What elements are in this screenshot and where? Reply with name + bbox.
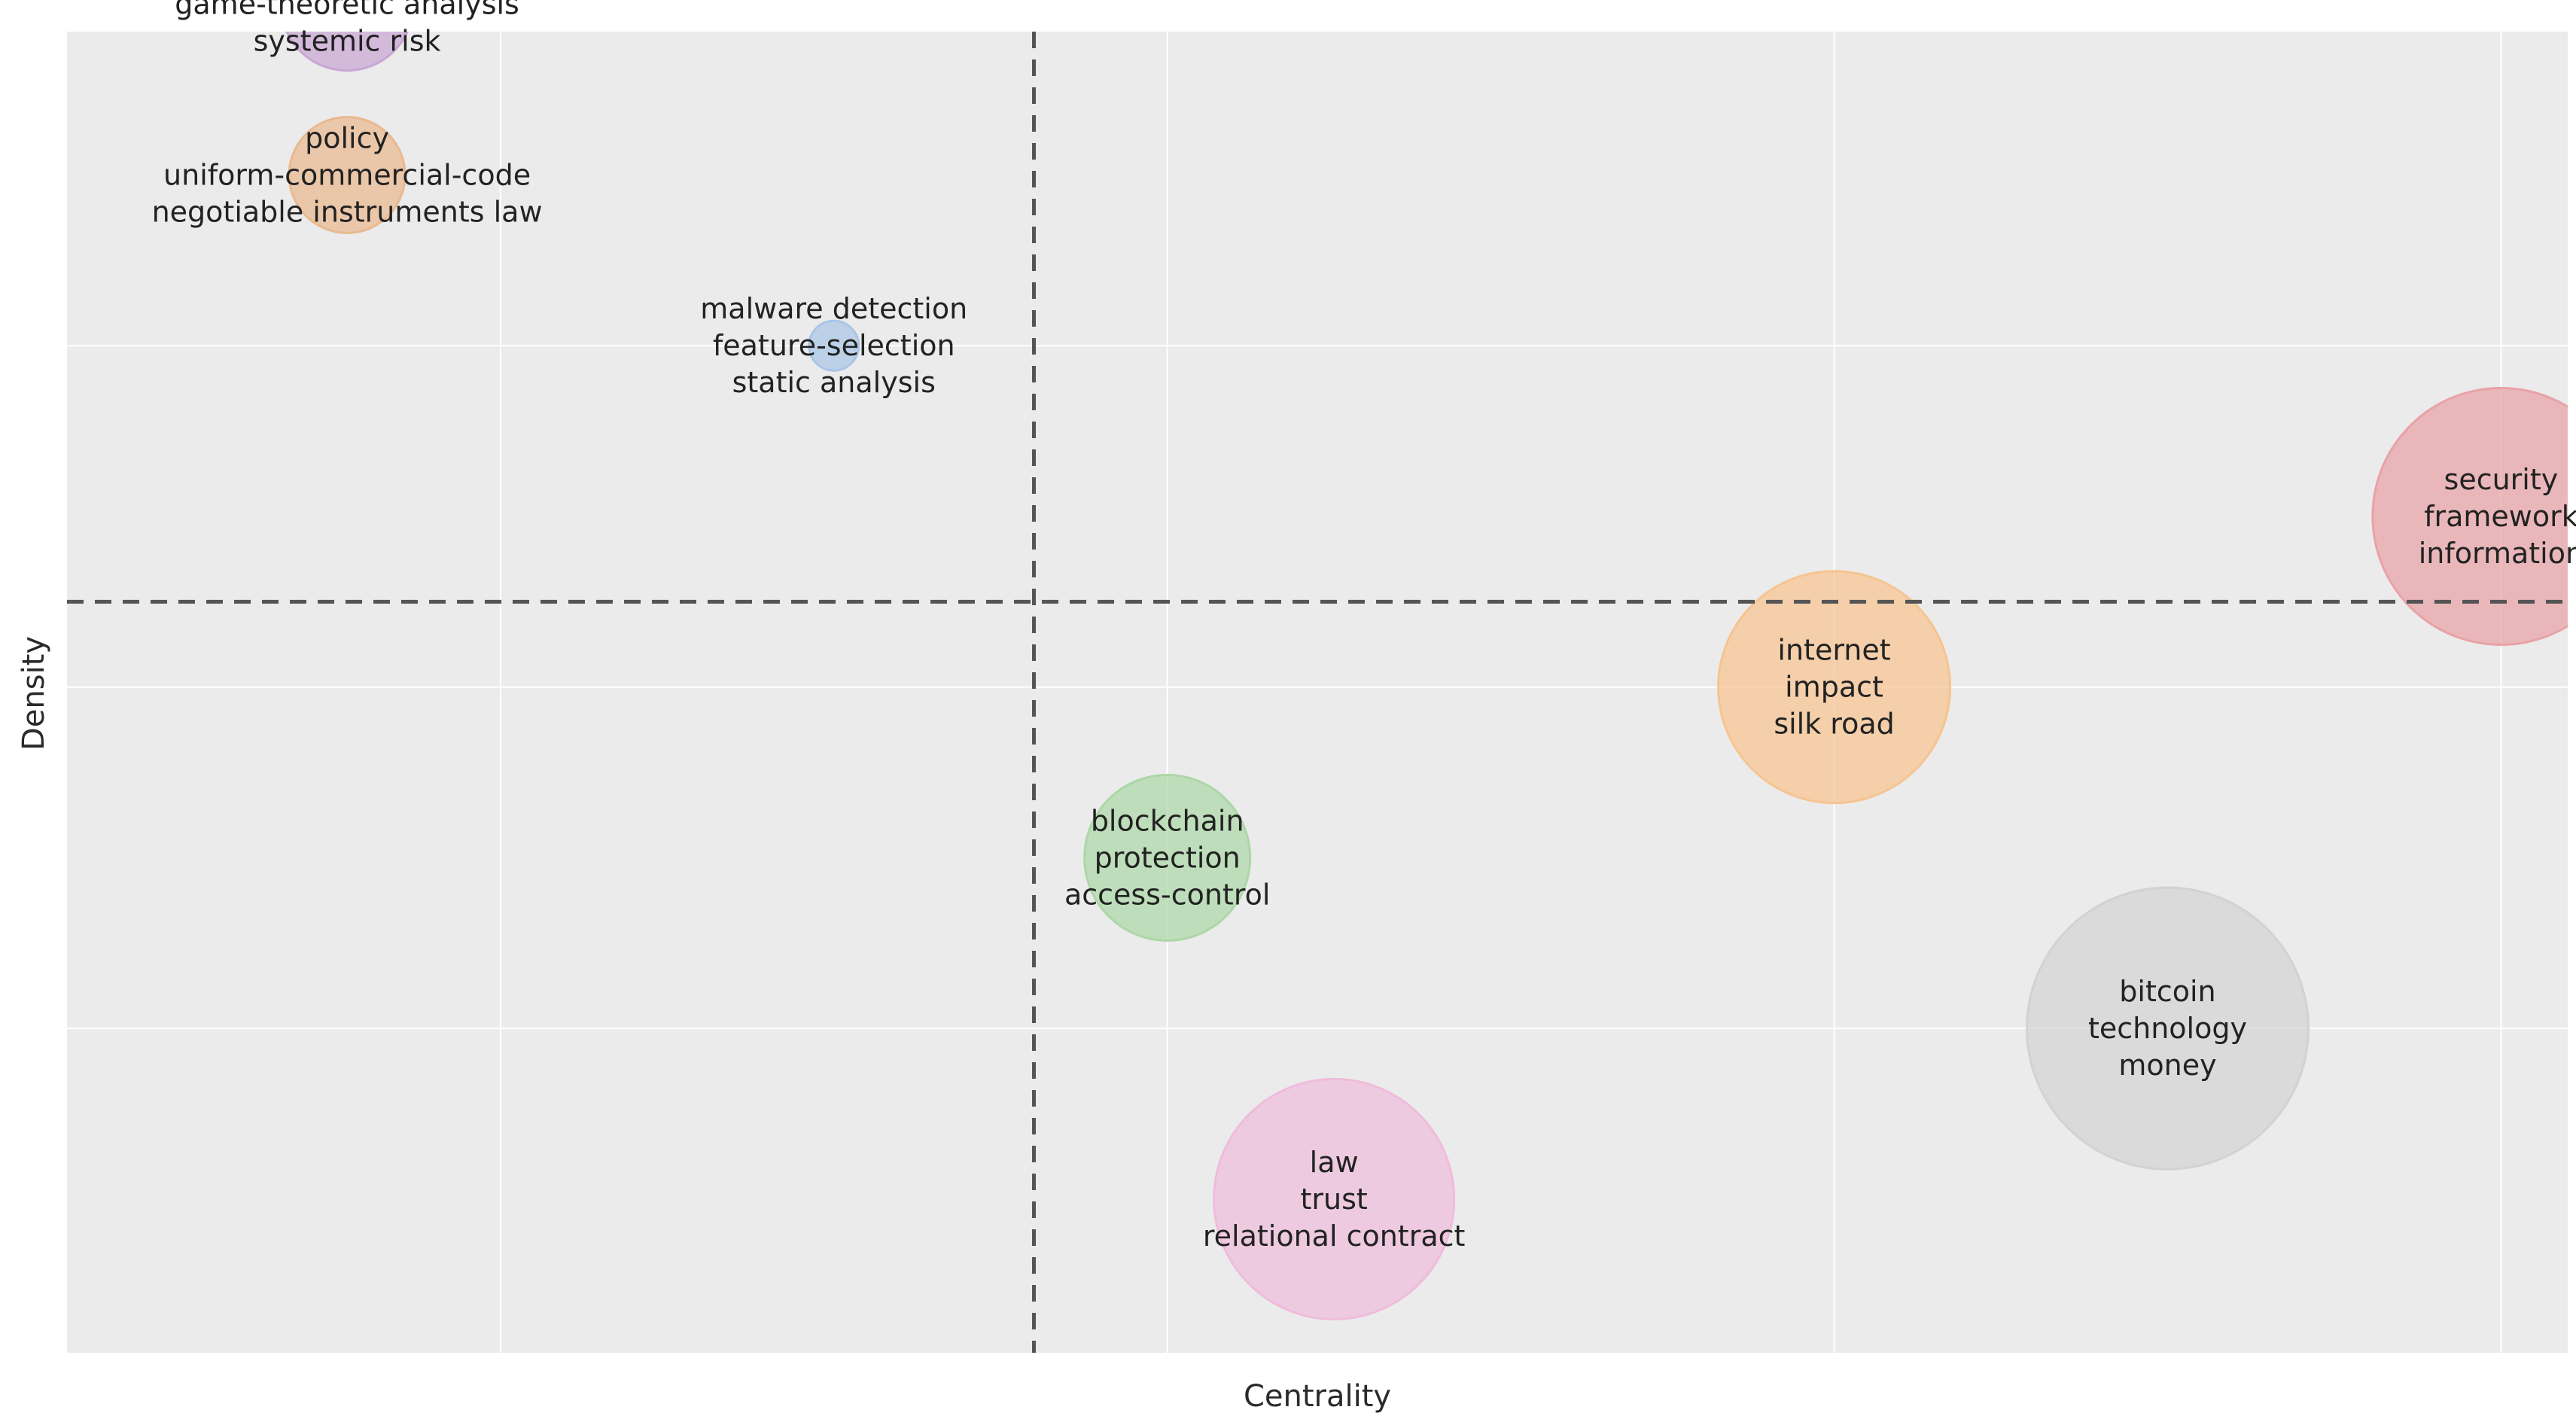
cluster-label: security bbox=[2444, 463, 2559, 496]
cluster-label: malware detection bbox=[700, 292, 967, 325]
cluster-label: information bbox=[2419, 537, 2576, 570]
cluster-label: access-control bbox=[1064, 878, 1270, 911]
x-axis-label: Centrality bbox=[1244, 1379, 1391, 1414]
cluster-label: feature-selection bbox=[713, 329, 955, 362]
cluster-label: trust bbox=[1300, 1183, 1367, 1216]
cluster-bubble bbox=[1717, 570, 1952, 805]
cluster-label: money bbox=[2118, 1049, 2216, 1082]
cluster-label: game-theoretic analysis bbox=[175, 0, 519, 21]
cluster-label: framework bbox=[2424, 500, 2576, 533]
cluster-label: impact bbox=[1785, 671, 1883, 704]
cluster-label: bitcoin bbox=[2119, 975, 2215, 1008]
cluster-bubble bbox=[288, 115, 406, 234]
cluster-bubble bbox=[285, 32, 409, 72]
cluster-label: negotiable instruments law bbox=[152, 195, 543, 228]
cluster-label: systemic risk bbox=[254, 25, 441, 58]
cluster-bubbles bbox=[285, 32, 2568, 1320]
cluster-labels: taxationgame-theoretic analysissystemic … bbox=[152, 0, 2576, 1253]
cluster-label: uniform-commercial-code bbox=[163, 158, 531, 191]
reference-lines bbox=[67, 32, 2568, 1353]
cluster-bubble bbox=[1213, 1077, 1456, 1320]
cluster-bubble bbox=[1083, 773, 1252, 942]
cluster-label: technology bbox=[2088, 1012, 2247, 1045]
cluster-label: silk road bbox=[1774, 708, 1894, 741]
cluster-label: blockchain bbox=[1091, 804, 1244, 837]
cluster-bubble bbox=[2025, 886, 2310, 1171]
cluster-bubble bbox=[808, 319, 860, 372]
y-axis-label: Density bbox=[17, 636, 51, 751]
cluster-bubble bbox=[2371, 387, 2568, 646]
cluster-label: static analysis bbox=[732, 366, 936, 399]
cluster-label: policy bbox=[305, 121, 389, 154]
cluster-label: law bbox=[1310, 1146, 1359, 1179]
cluster-label: protection bbox=[1095, 841, 1241, 874]
cluster-label: internet bbox=[1777, 634, 1890, 667]
cluster-label: relational contract bbox=[1203, 1220, 1466, 1253]
